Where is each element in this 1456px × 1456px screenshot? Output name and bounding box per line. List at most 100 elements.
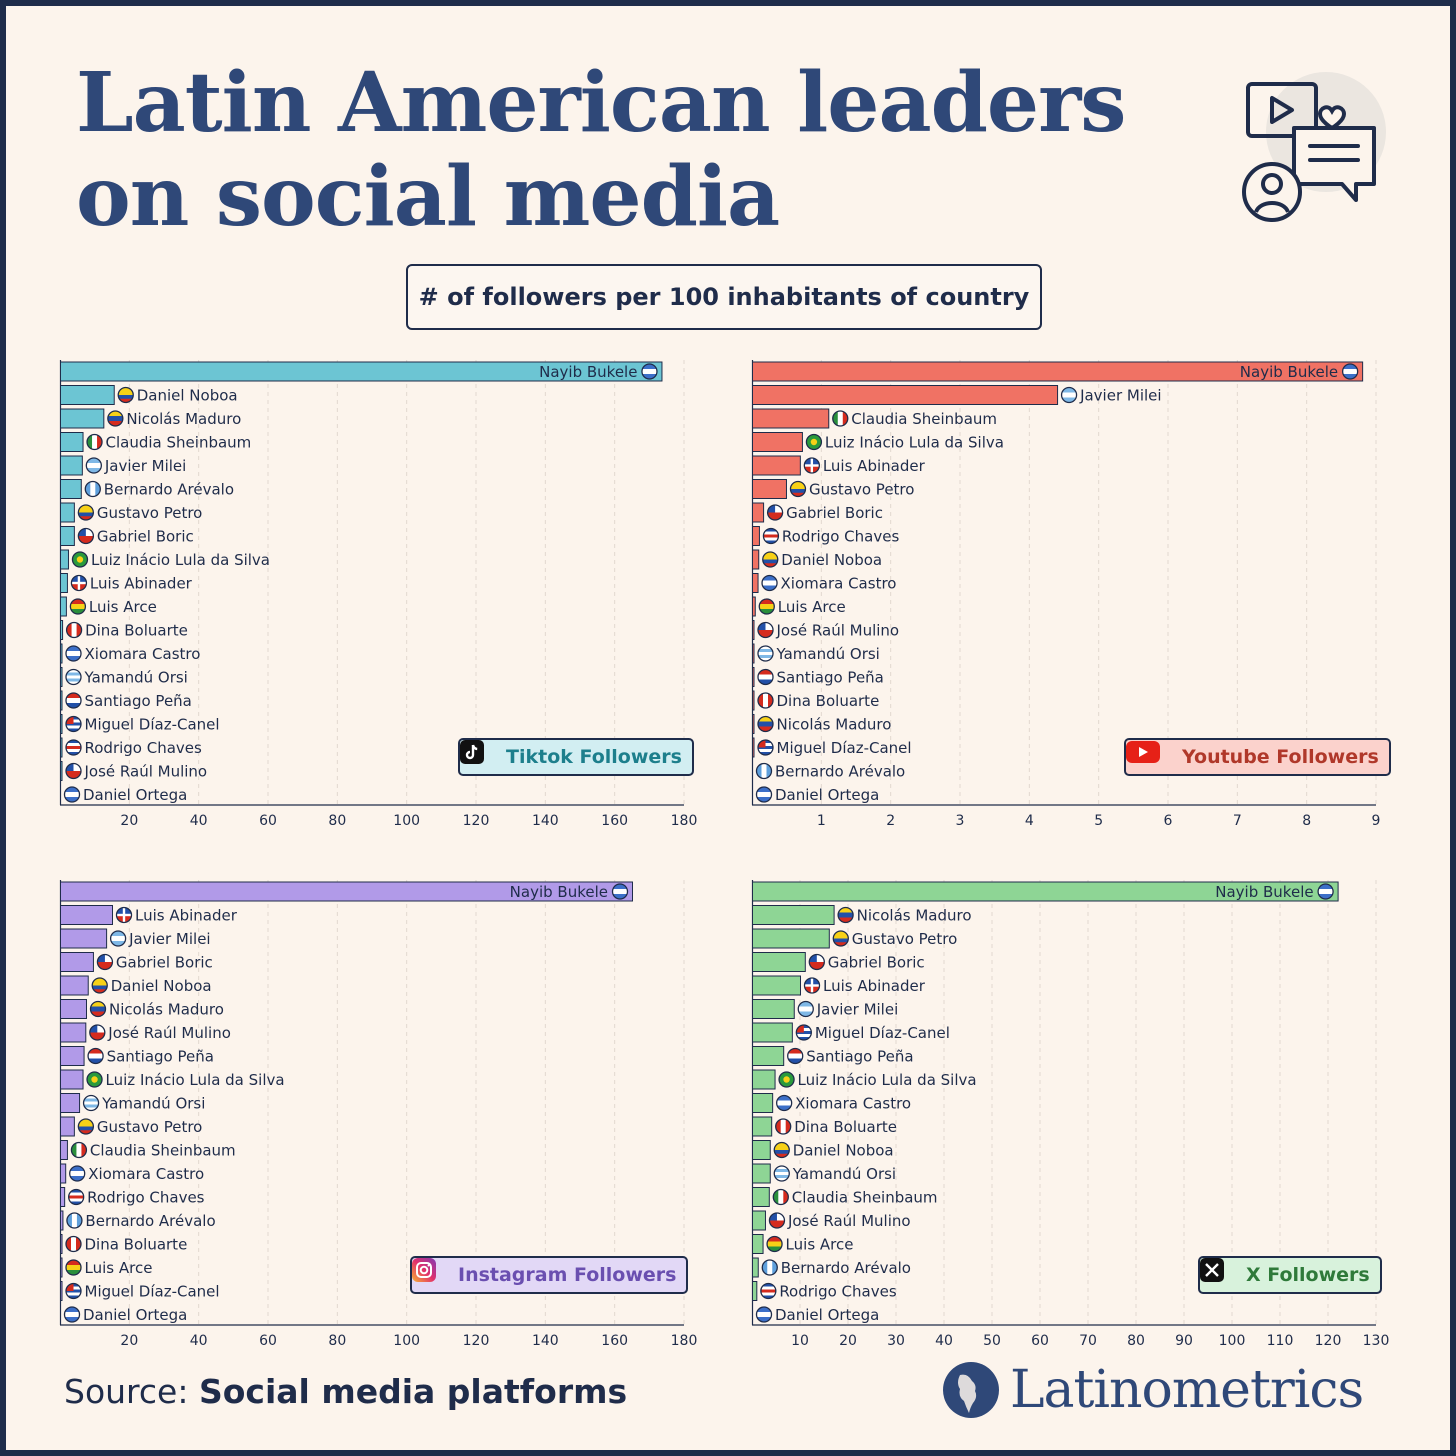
youtube-8-flag-icon: [762, 551, 779, 568]
tiktok-5-flag-icon: [84, 480, 101, 498]
x-14-flag-icon: [768, 1212, 786, 1229]
instagram-bar: [60, 1257, 63, 1278]
youtube-bar: [752, 714, 755, 734]
youtube-13-flag-icon: [757, 668, 774, 686]
instagram-bar-label: Daniel Noboa: [111, 977, 212, 995]
x-bar-label: Daniel Noboa: [793, 1142, 894, 1160]
youtube-12-flag-icon: [757, 645, 774, 662]
youtube-bar: [752, 737, 755, 758]
instagram-14-flag-icon: [66, 1212, 83, 1229]
x-bar-label: Gustavo Petro: [852, 930, 957, 948]
x-tick-label: 20: [839, 1333, 857, 1349]
tiktok-14-flag-icon: [65, 692, 82, 709]
tiktok-bar-label: Daniel Ortega: [83, 786, 187, 804]
tiktok-bar-label: Santiago Peña: [85, 692, 192, 710]
youtube-11-flag-icon: [757, 621, 774, 639]
x-badge-label: X Followers: [1246, 1264, 1370, 1286]
instagram-12-flag-icon: [69, 1165, 86, 1182]
tiktok-tick-label: 120: [463, 813, 490, 829]
instagram-bar: [60, 1163, 67, 1184]
instagram-11-flag-icon: [70, 1141, 88, 1159]
x-bar-label: Gabriel Boric: [828, 954, 925, 972]
instagram-bar: [60, 881, 633, 902]
title-line-1: Latin American leaders: [76, 55, 1126, 151]
tiktok-bar-label: Gustavo Petro: [97, 504, 202, 522]
x-18-flag-icon: [755, 1306, 773, 1323]
youtube-bar: [752, 408, 830, 429]
tiktok-7-flag-icon: [77, 527, 95, 545]
youtube-bar: [752, 690, 755, 711]
x-bar: [752, 1281, 758, 1301]
instagram-bar-label: Dina Boluarte: [85, 1236, 188, 1254]
tiktok-tick-label: 60: [259, 813, 277, 829]
instagram-bar: [60, 1046, 85, 1066]
x-tick-label: 120: [1315, 1333, 1342, 1349]
youtube-bar-label: Luis Arce: [778, 598, 846, 616]
youtube-6-flag-icon: [766, 504, 784, 521]
instagram-bar: [60, 1187, 66, 1207]
x-bar: [752, 1163, 771, 1184]
tiktok-10-flag-icon: [69, 598, 87, 615]
x-bar: [752, 1234, 764, 1254]
youtube-bar-label: Daniel Ortega: [775, 786, 879, 804]
x-tick-label: 80: [1127, 1333, 1145, 1349]
x-10-flag-icon: [775, 1118, 792, 1135]
tiktok-tick-label: 80: [328, 813, 346, 829]
youtube-3-flag-icon: [805, 433, 823, 451]
tiktok-tick-label: 40: [190, 813, 208, 829]
tiktok-4-flag-icon: [85, 457, 102, 474]
instagram-5-flag-icon: [89, 1000, 107, 1018]
youtube-bar-label: Luis Abinader: [823, 457, 926, 475]
youtube-tick-label: 6: [1164, 813, 1173, 829]
tiktok-0-flag-icon: [641, 363, 658, 380]
instagram-bar-label: Nicolás Maduro: [109, 1001, 224, 1019]
x-bar-label: Santiago Peña: [806, 1048, 913, 1066]
x-bar: [752, 1116, 773, 1137]
tiktok-bar-label: Yamandú Orsi: [84, 669, 188, 687]
tiktok-18-flag-icon: [63, 786, 81, 803]
tiktok-tick-label: 100: [393, 813, 420, 829]
instagram-bar-label: Gustavo Petro: [97, 1118, 202, 1136]
youtube-16-flag-icon: [757, 739, 774, 756]
youtube-18-flag-icon: [755, 786, 773, 803]
tiktok-bar: [60, 408, 105, 429]
tiktok-tick-label: 20: [120, 813, 138, 829]
instagram-bar: [60, 928, 108, 949]
tiktok-bar-label: Luis Arce: [89, 598, 157, 616]
tiktok-icon: [460, 740, 496, 769]
tiktok-bar-label: Luis Abinader: [90, 575, 193, 593]
tiktok-bar: [60, 761, 63, 781]
instagram-bar-label: Xiomara Castro: [88, 1165, 204, 1183]
instagram-tick-label: 20: [120, 1333, 138, 1349]
tiktok-bar: [60, 549, 69, 570]
youtube-tick-label: 1: [817, 813, 826, 829]
tiktok-6-flag-icon: [77, 504, 95, 521]
instagram-tick-label: 160: [601, 1333, 628, 1349]
x-bar-label: Nicolás Maduro: [857, 907, 972, 925]
tiktok-bar-label: José Raúl Mulino: [84, 763, 208, 781]
x-17-flag-icon: [760, 1282, 777, 1300]
brand-name: Latinometrics: [1010, 1360, 1364, 1420]
youtube-5-flag-icon: [789, 480, 807, 498]
instagram-bar-label: Luis Abinader: [135, 907, 238, 925]
tiktok-bar-label: Gabriel Boric: [97, 528, 194, 546]
tiktok-bar-label: Bernardo Arévalo: [104, 481, 234, 499]
youtube-bar: [752, 549, 760, 570]
youtube-tick-label: 4: [1025, 813, 1034, 829]
x-bar: [752, 881, 1339, 902]
x-11-flag-icon: [773, 1141, 790, 1159]
tiktok-bar: [60, 479, 82, 499]
x-bar: [752, 928, 830, 949]
youtube-9-flag-icon: [761, 574, 778, 592]
instagram-bar-label: Luis Arce: [85, 1259, 153, 1277]
instagram-4-flag-icon: [91, 977, 108, 994]
youtube-bar-label: Bernardo Arévalo: [775, 763, 905, 781]
tiktok-11-flag-icon: [65, 621, 83, 639]
youtube-tick-label: 7: [1233, 813, 1242, 829]
youtube-17-flag-icon: [755, 762, 773, 780]
x-badge: X Followers: [1198, 1256, 1382, 1294]
tiktok-chart: 20 40 60 80 100 120 140 160 180 Nayib Bukele Danie…: [59, 360, 697, 830]
tiktok-bar-label: Luiz Inácio Lula da Silva: [91, 551, 270, 569]
x-icon: [1200, 1258, 1236, 1287]
x-bar: [752, 999, 795, 1019]
